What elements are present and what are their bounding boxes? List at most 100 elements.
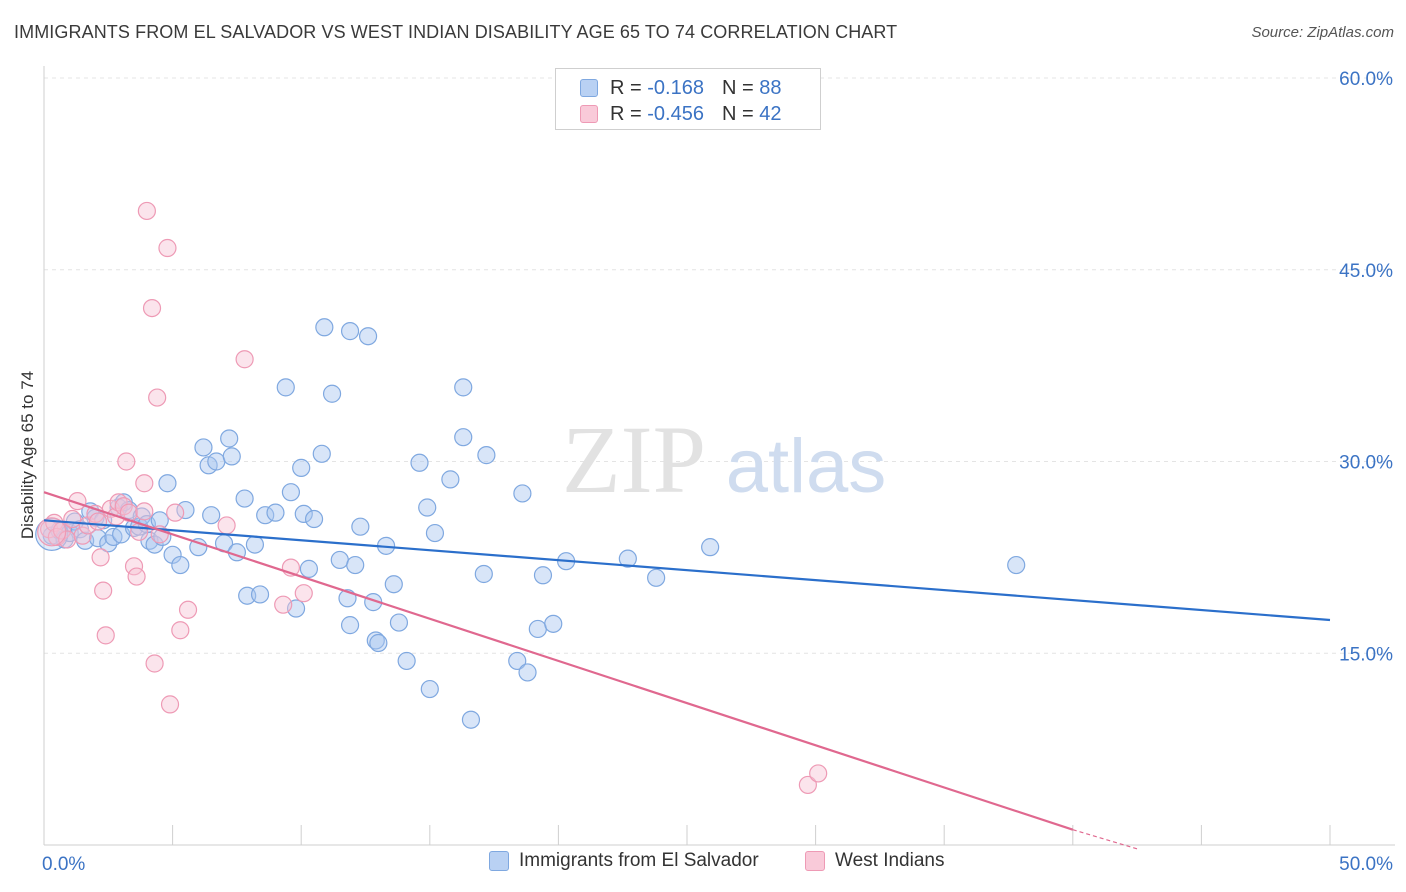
point-west-indians — [274, 595, 293, 614]
point-el-salvador — [245, 535, 265, 554]
legend-n-label: N = — [721, 102, 754, 125]
point-el-salvador — [312, 444, 331, 463]
legend-swatch-blue — [580, 79, 598, 97]
y-tick-label: 45.0% — [1339, 261, 1393, 282]
trend-line-west-indians — [43, 491, 1074, 831]
point-el-salvador — [518, 663, 537, 682]
point-west-indians — [171, 621, 190, 640]
point-el-salvador — [477, 446, 496, 465]
watermark: ZIP atlas — [562, 406, 886, 513]
bottom-legend-swatch-pink — [805, 851, 825, 871]
point-west-indians — [91, 548, 110, 567]
point-west-indians — [166, 503, 185, 522]
point-el-salvador — [340, 322, 360, 341]
legend-r-label: R = — [610, 76, 642, 99]
point-west-indians — [178, 600, 198, 619]
point-el-salvador — [513, 484, 532, 503]
point-el-salvador — [389, 613, 409, 632]
point-el-salvador — [207, 452, 226, 471]
point-el-salvador — [304, 509, 324, 529]
y-tick-label: 15.0% — [1339, 644, 1393, 665]
point-west-indians — [135, 502, 154, 521]
point-west-indians — [137, 201, 156, 221]
point-el-salvador — [158, 474, 177, 493]
point-el-salvador — [194, 438, 213, 457]
legend-r-label: R = — [610, 102, 642, 125]
point-el-salvador — [366, 631, 385, 650]
point-el-salvador — [276, 378, 295, 397]
point-el-salvador — [171, 555, 190, 575]
point-el-salvador — [425, 523, 445, 543]
y-axis-title: Disability Age 65 to 74 — [18, 370, 37, 540]
point-el-salvador — [618, 549, 637, 568]
point-el-salvador — [299, 559, 319, 578]
point-west-indians-cluster — [37, 517, 67, 547]
point-west-indians — [158, 238, 177, 258]
point-el-salvador — [330, 550, 349, 570]
point-el-salvador — [315, 318, 334, 337]
point-west-indians — [217, 516, 236, 535]
trend-line-west-indians-extension — [1072, 829, 1138, 850]
legend-n-label: N = — [721, 76, 754, 99]
tick-labels: 15.0% 30.0% 45.0% 60.0% 0.0% 50.0% — [42, 69, 1393, 875]
point-el-salvador — [369, 633, 388, 653]
point-west-indians — [135, 474, 154, 493]
bottom-legend-label: West Indians — [835, 850, 945, 871]
bottom-legend-label: Immigrants from El Salvador — [519, 850, 759, 871]
point-west-indians — [160, 695, 180, 714]
point-el-salvador — [701, 538, 720, 557]
point-el-salvador — [281, 483, 301, 502]
y-tick-label: 60.0% — [1339, 69, 1393, 90]
point-west-indians — [96, 626, 115, 645]
legend-r-value: -0.168 — [647, 76, 704, 99]
point-el-salvador — [533, 566, 553, 585]
point-el-salvador — [454, 428, 473, 447]
point-el-salvador — [238, 586, 257, 605]
point-west-indians — [809, 764, 828, 783]
point-west-indians — [63, 509, 82, 529]
point-el-salvador — [292, 458, 311, 477]
point-west-indians — [294, 584, 313, 603]
point-el-salvador — [508, 651, 527, 671]
point-el-salvador — [474, 564, 493, 584]
point-west-indians — [127, 567, 146, 586]
watermark-zip: ZIP — [562, 406, 706, 513]
series-el-salvador-points — [35, 318, 1026, 729]
point-el-salvador — [461, 710, 481, 729]
trend-lines — [43, 491, 1331, 850]
point-el-salvador — [163, 545, 182, 564]
point-el-salvador — [410, 453, 429, 472]
point-el-salvador — [145, 535, 164, 554]
point-el-salvador — [358, 327, 378, 346]
point-el-salvador — [340, 616, 360, 635]
point-el-salvador — [235, 489, 254, 508]
point-el-salvador — [250, 585, 270, 604]
point-el-salvador — [441, 470, 460, 489]
correlation-legend: R = -0.168 N = 88 R = -0.456 N = 42 — [555, 68, 821, 130]
point-el-salvador — [420, 679, 439, 699]
point-west-indians — [142, 299, 162, 318]
point-el-salvador — [397, 651, 416, 671]
point-el-salvador — [1007, 555, 1026, 575]
legend-r-value: -0.456 — [647, 102, 704, 125]
point-el-salvador — [346, 555, 365, 575]
point-west-indians — [117, 452, 136, 471]
bottom-legend-west-indians: West Indians — [805, 850, 944, 872]
source-label: Source: ZipAtlas.com — [1251, 24, 1394, 41]
legend-n-value: 88 — [759, 76, 782, 99]
point-el-salvador — [189, 538, 208, 557]
point-west-indians — [145, 654, 164, 673]
point-el-salvador — [222, 447, 241, 466]
bottom-legend-swatch-blue — [489, 851, 509, 871]
point-el-salvador — [384, 575, 403, 594]
legend-n-value: 42 — [759, 102, 782, 125]
axes — [43, 66, 1395, 846]
point-el-salvador — [322, 384, 342, 403]
watermark-atlas: atlas — [726, 424, 887, 509]
point-el-salvador — [266, 503, 285, 522]
x-tick-label: 50.0% — [1339, 854, 1393, 875]
point-el-salvador — [647, 568, 666, 587]
x-tick-label: 0.0% — [42, 854, 85, 875]
bottom-legend-el-salvador: Immigrants from El Salvador — [489, 850, 759, 872]
